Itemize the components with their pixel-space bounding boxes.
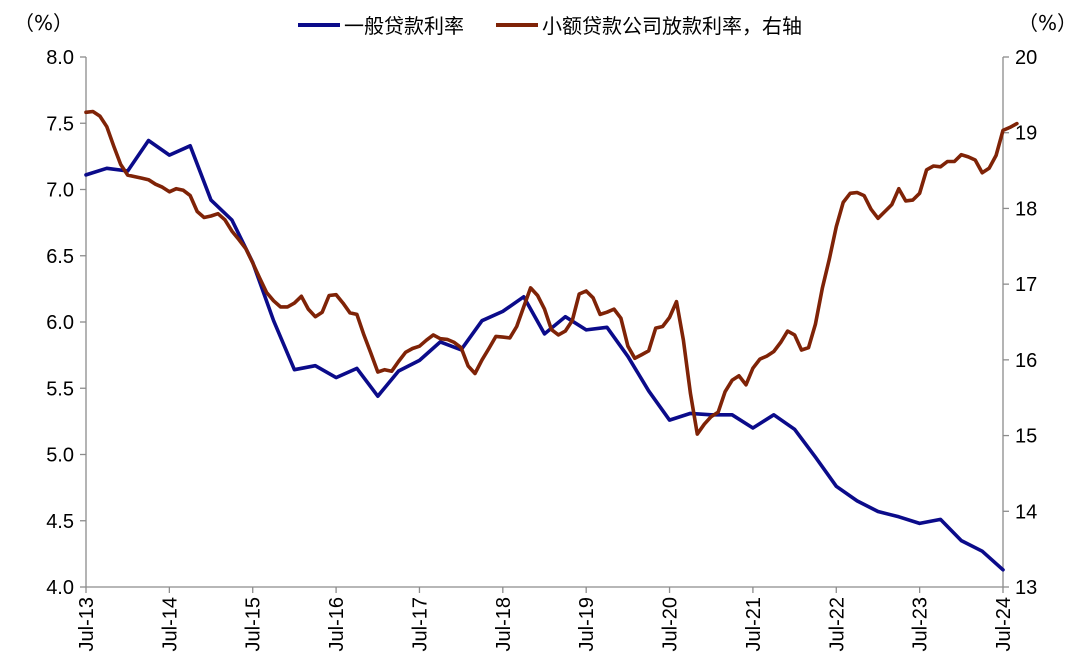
right-tick-label: 19 bbox=[1015, 123, 1037, 145]
right-tick-label: 14 bbox=[1015, 501, 1037, 523]
x-tick-label: Jul-13 bbox=[76, 597, 98, 651]
x-tick-label: Jul-23 bbox=[910, 597, 932, 651]
x-tick-label: Jul-15 bbox=[243, 597, 265, 651]
series-lines bbox=[84, 109, 1019, 572]
left-tick-label: 4.0 bbox=[46, 577, 74, 599]
left-tick-label: 4.5 bbox=[46, 511, 74, 533]
left-axis-unit: （%） bbox=[14, 11, 73, 35]
x-tick-label: Jul-22 bbox=[826, 597, 848, 651]
x-tick-label: Jul-17 bbox=[409, 597, 431, 651]
x-tick-label: Jul-21 bbox=[743, 597, 765, 651]
series-line-microloan-company-rate bbox=[84, 109, 1019, 436]
right-tick-label: 16 bbox=[1015, 350, 1037, 372]
left-tick-label: 7.0 bbox=[46, 180, 74, 202]
x-tick-label: Jul-20 bbox=[660, 597, 682, 651]
x-tick-label: Jul-19 bbox=[576, 597, 598, 651]
right-axis-unit: （%） bbox=[1018, 11, 1077, 35]
legend-label-microloan-company-rate: 小额贷款公司放款利率，右轴 bbox=[542, 14, 802, 38]
right-tick-label: 18 bbox=[1015, 198, 1037, 220]
left-tick-label: 6.0 bbox=[46, 312, 74, 334]
legend: 一般贷款利率 小额贷款公司放款利率，右轴 bbox=[298, 14, 802, 38]
left-tick-label: 5.0 bbox=[46, 445, 74, 467]
x-tick-label: Jul-16 bbox=[326, 597, 348, 651]
right-tick-label: 17 bbox=[1015, 274, 1037, 296]
x-tick-label: Jul-18 bbox=[493, 597, 515, 651]
x-tick-label: Jul-24 bbox=[993, 597, 1015, 651]
axes: 4.0 4.5 5.0 5.5 6.0 6.5 7.0 7.5 8.0 13 14 15 16 17 18 1… bbox=[46, 47, 1037, 651]
legend-label-general-loan-rate: 一般贷款利率 bbox=[344, 14, 464, 38]
right-tick-label: 13 bbox=[1015, 577, 1037, 599]
x-tick-label: Jul-14 bbox=[159, 597, 181, 651]
left-tick-label: 6.5 bbox=[46, 246, 74, 268]
left-tick-label: 8.0 bbox=[46, 47, 74, 69]
right-tick-label: 20 bbox=[1015, 47, 1037, 69]
right-tick-label: 15 bbox=[1015, 426, 1037, 448]
left-tick-label: 5.5 bbox=[46, 378, 74, 400]
left-tick-label: 7.5 bbox=[46, 113, 74, 135]
series-line-general-loan-rate bbox=[84, 138, 1005, 572]
